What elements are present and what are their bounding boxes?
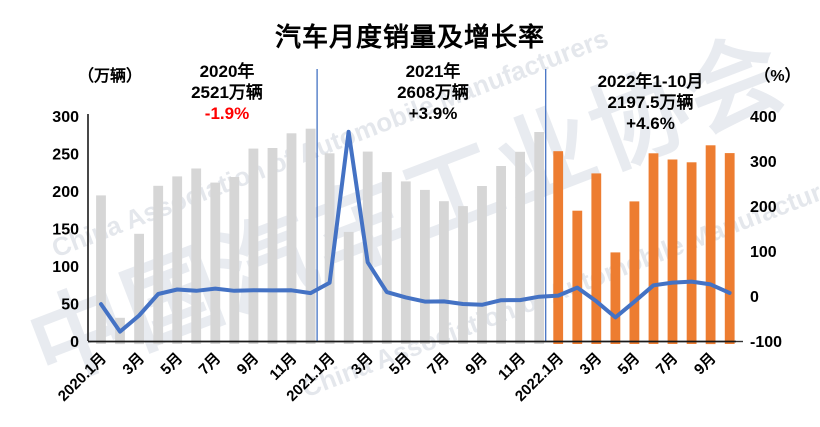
sales-bar [229,177,240,344]
sales-bar [210,182,221,344]
x-axis-tick-label: 2020.1月 [55,350,110,405]
left-axis-tick-label: 0 [70,334,79,351]
sales-bar [686,162,697,344]
sales-bar [724,153,735,344]
sales-bar [477,186,487,344]
x-axis-tick-label: 9月 [462,350,491,379]
annotation-2021-total: 2608万辆 [397,83,469,102]
left-axis-tick-label: 250 [52,147,79,164]
sales-bar [96,195,106,344]
x-axis-tick-label: 11月 [495,350,529,384]
x-axis-tick-label: 7月 [196,350,225,379]
sales-bar [362,151,373,344]
sales-bar [705,145,716,345]
annotation-2021: 2021年 2608万辆 +3.9% [338,61,528,124]
growth-rate-line [99,129,732,334]
left-axis-tick-label: 100 [52,259,79,276]
sales-bar [458,206,468,344]
annotation-2021-period: 2021年 [405,62,461,81]
sales-bar [553,151,564,344]
sales-bar [305,128,316,344]
annotation-2022-period: 2022年1-10月 [597,72,704,91]
sales-bar [534,132,545,344]
annotation-2020-total: 2521万辆 [191,83,263,102]
sales-bar [629,201,640,344]
annotation-2020: 2020年 2521万辆 -1.9% [132,61,322,124]
x-axis-tick-label: 5月 [158,350,187,379]
sales-bar [381,172,392,344]
annotation-2020-growth: -1.9% [204,104,250,123]
x-axis-tick-label: 7月 [424,350,453,379]
x-axis-tick-label: 5月 [615,350,644,379]
right-axis-tick-label: 100 [750,244,777,261]
sales-bar [172,176,183,344]
annotation-2022-total: 2197.5万辆 [607,93,694,112]
sales-bar [515,151,525,344]
x-axis-tick-label: 7月 [653,350,682,379]
sales-bar [420,189,430,344]
sales-bar [134,233,144,345]
right-axis-tick-label: 200 [750,199,777,216]
sales-bar [267,148,278,344]
annotation-2022-growth: +4.6% [626,114,675,133]
x-axis-tick-label: 3月 [119,350,148,379]
left-axis-tick-label: 200 [52,184,79,201]
chart-title: 汽车月度销量及增长率 [274,22,545,52]
x-axis-tick-label: 11月 [266,350,300,384]
sales-bar [648,153,659,344]
left-axis-tick-label: 50 [61,297,79,314]
left-axis-tick-label: 300 [52,109,79,126]
sales-bar [496,166,506,344]
sales-bar [324,153,335,344]
right-axis-unit-label: （%） [754,68,801,85]
sales-bar [400,181,411,344]
sales-bar [286,133,297,345]
sales-bar [191,168,202,344]
right-axis-tick-label: 400 [750,109,777,126]
sales-bar [610,252,621,344]
right-axis-tick-label: 300 [750,154,777,171]
sales-bar [153,185,164,345]
sales-bar [439,201,449,344]
right-axis-tick-label: -100 [750,334,782,351]
annotation-2022: 2022年1-10月 2197.5万辆 +4.6% [548,71,753,134]
sales-bar [248,148,259,344]
x-axis-tick-label: 9月 [234,350,263,379]
left-axis-unit-label: （万辆） [77,68,142,85]
sales-bar [343,231,354,344]
x-axis-tick-label: 3月 [348,350,377,379]
x-axis-tick-label: 9月 [691,350,720,379]
left-axis-tick-label: 150 [52,222,79,239]
x-axis-tick-label: 5月 [386,350,415,379]
annotation-2020-period: 2020年 [199,62,255,81]
annotation-2021-growth: +3.9% [408,104,458,123]
right-axis-tick-label: 0 [750,289,759,306]
sales-bar [667,159,678,344]
x-axis-tick-label: 3月 [577,350,606,379]
sales-bar [591,173,602,344]
sales-bar [572,210,583,344]
